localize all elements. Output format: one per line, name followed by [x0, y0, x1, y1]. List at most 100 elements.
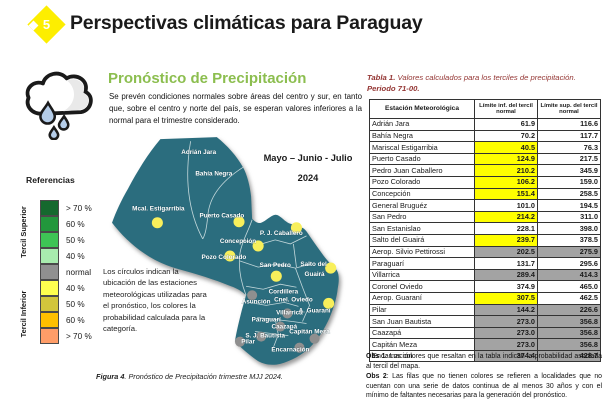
legend-entries: > 70 % 60 % 50 % 40 % normal 40 % 50 % 60 % > 70…	[40, 199, 92, 344]
table-caption-text: Valores calculados para los terciles de …	[395, 73, 576, 82]
legend-label: 60 %	[66, 219, 85, 229]
station-label: Asunción	[242, 298, 271, 305]
forecast-heading: Pronóstico de Precipitación	[108, 70, 307, 87]
legend-label: 50 %	[66, 235, 85, 245]
legend-swatch	[40, 327, 59, 344]
country-shape	[112, 137, 339, 365]
table-cell: Pilar	[369, 303, 475, 317]
table-caption-period: Periodo 71-00.	[367, 84, 420, 94]
station-label: Paraguarí	[252, 317, 281, 324]
table-caption-label: Tabla 1.	[367, 73, 396, 82]
tercil-superior-label: Tercil Superior	[19, 206, 28, 258]
paraguay-map-svg: Adrián Jara Bahía Negra Mcal. Estigarribia…	[112, 137, 339, 365]
station-label: Mcal. Estigarribia	[132, 206, 185, 213]
station-dot-gray	[309, 333, 320, 344]
legend-label: 40 %	[66, 251, 85, 261]
legend-entry: 50 %	[40, 231, 92, 248]
legend-title: Referencias	[26, 175, 75, 185]
table-cell: San Pedro	[369, 210, 475, 224]
table-row: Pozo Colorado 106.2 159.0	[369, 175, 601, 189]
table-cell: 273.0	[474, 326, 538, 340]
station-label: Bahía Negra	[195, 170, 232, 177]
period-year: 2024	[297, 173, 319, 183]
table-row: Salto del Guairá 239.7 378.5	[369, 233, 601, 247]
station-dot-gray	[275, 321, 286, 332]
table-cell: 356.8	[537, 326, 601, 340]
station-label: Cordillera	[269, 288, 299, 295]
table-cell: Coronel Oviedo	[369, 280, 475, 293]
table-header-row: Estación Meteorológica Límite inf. del t…	[369, 99, 601, 119]
table-row: Coronel Oviedo 374.9 465.0	[369, 280, 601, 293]
observations: Obs 1: Los colores que resaltan en la ta…	[366, 352, 602, 400]
table-cell: Salto del Guairá	[369, 233, 475, 247]
terciles-table-body: Adrián Jara 61.9 116.6 Bahía Negra 70.2 117.7…	[369, 118, 601, 363]
station-dot-yellow	[290, 222, 302, 234]
station-dots-layer	[151, 216, 337, 353]
legend-label: 50 %	[66, 299, 85, 309]
table-cell: 428.7	[537, 349, 601, 363]
table-row: Concepción 151.4 258.5	[369, 187, 601, 201]
table-cell: 307.5	[474, 291, 538, 305]
station-label: Adrián Jara	[181, 149, 216, 156]
station-dot-yellow	[325, 262, 337, 274]
table-cell: 345.9	[537, 164, 601, 177]
table-row: Bahía Negra 70.2 117.7	[369, 129, 601, 143]
table-row: Villarrica 289.4 414.3	[369, 268, 601, 282]
table-row: Adrián Jara 61.9 116.6	[369, 118, 601, 131]
department-borders	[187, 141, 311, 348]
station-dot-yellow	[233, 216, 245, 228]
obs2-text: : Las filas que no tienen colores se ref…	[366, 373, 602, 400]
station-dot-yellow	[151, 217, 163, 229]
table-cell: 275.9	[537, 245, 601, 259]
table-cell: 116.6	[537, 118, 601, 131]
table-cell: 117.7	[537, 129, 601, 143]
period-months: Mayo – Junio - Julio	[263, 153, 353, 163]
station-label: P. J. Caballero	[260, 230, 303, 237]
table-cell: 70.2	[474, 129, 538, 143]
station-label: Villarrica	[276, 309, 303, 316]
paraguay-map: Adrián Jara Bahía Negra Mcal. Estigarribia…	[108, 133, 370, 377]
legend-swatch	[40, 295, 59, 312]
obs1-label: Obs 1	[366, 353, 386, 360]
legend-swatch	[40, 263, 59, 280]
table-cell: 159.0	[537, 175, 601, 189]
table-cell: 217.5	[537, 152, 601, 166]
station-label: Pozo Colorado	[202, 254, 247, 261]
table-row: Paraguarí 131.7 295.6	[369, 257, 601, 270]
table-row: Aerop. Silvio Pettirossi 202.5 275.9	[369, 245, 601, 259]
station-labels-layer: Adrián Jara Bahía Negra Mcal. Estigarribia…	[132, 149, 331, 354]
station-dot-yellow	[270, 270, 282, 282]
table-cell: 295.6	[537, 257, 601, 270]
table-cell: 210.2	[474, 164, 538, 177]
obs1: Obs 1: Los colores que resaltan en la ta…	[366, 352, 602, 371]
table-cell: 226.6	[537, 303, 601, 317]
station-label: Cnel. Oviedo	[274, 296, 313, 303]
table-cell: General Bruguéz	[369, 199, 475, 212]
table-cell: 61.9	[474, 118, 538, 131]
col-header-station: Estación Meteorológica	[369, 99, 475, 119]
figure-caption-text: . Pronóstico de Precipitación trimestre …	[124, 372, 283, 381]
table-cell: 374.9	[474, 280, 538, 293]
station-dot-gray	[247, 290, 258, 301]
station-label: Capitán Meza	[289, 329, 330, 336]
tercil-inferior-label: Tercil Inferior	[19, 290, 28, 338]
table-cell: 202.5	[474, 245, 538, 259]
table-row: Pilar 144.2 226.6	[369, 303, 601, 317]
legend-entry: 40 %	[40, 247, 92, 264]
table-row: Capitán Meza 273.0 356.8	[369, 338, 601, 351]
table-cell: 374.4	[474, 349, 538, 363]
station-dot-gray	[234, 336, 246, 347]
page-title: Perspectivas climáticas para Paraguay	[70, 12, 423, 34]
table-cell: Bahía Negra	[369, 129, 475, 143]
map-note: Los círculos indican la ubicación de las…	[103, 267, 207, 333]
station-dot-yellow	[252, 240, 264, 252]
table-cell: 398.0	[537, 222, 601, 235]
table-cell: Aerop. Guaraní	[369, 291, 475, 305]
table-cell: 273.0	[474, 315, 538, 328]
table-cell: Puerto Casado	[369, 152, 475, 166]
legend-label: 60 %	[66, 315, 85, 325]
legend-entry: normal	[40, 263, 92, 280]
table-cell: 378.5	[537, 233, 601, 247]
table-row: Aerop. Guaraní 307.5 462.5	[369, 291, 601, 305]
